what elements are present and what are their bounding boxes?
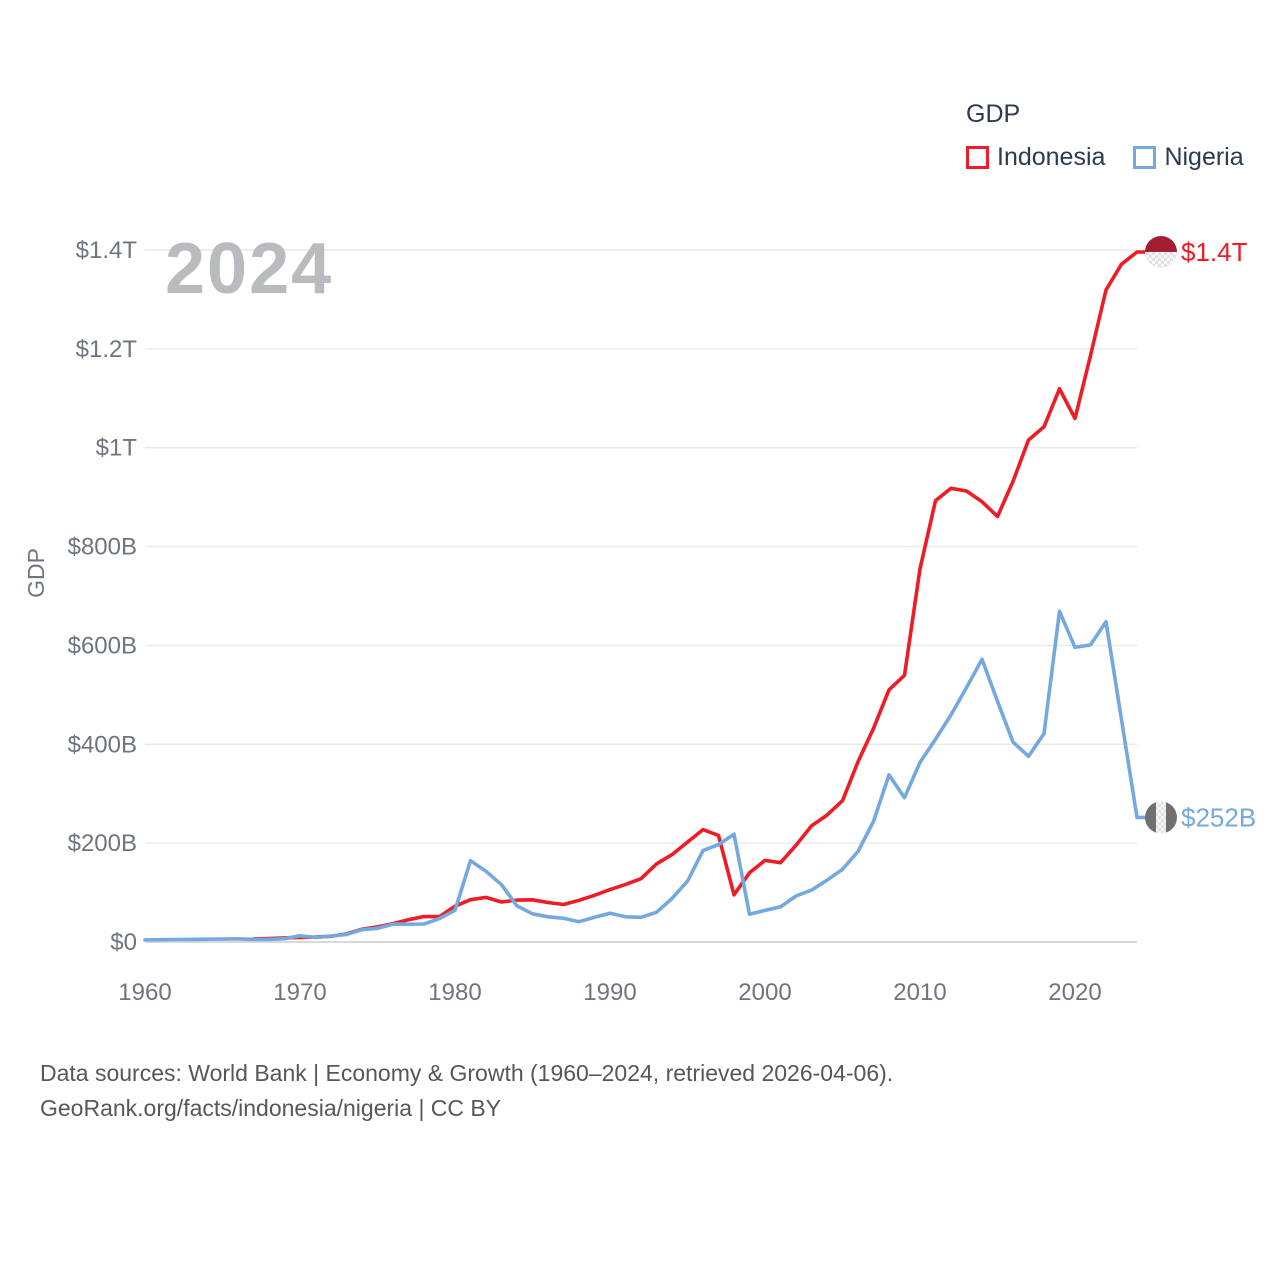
legend-item-indonesia[interactable]: Indonesia xyxy=(966,143,1105,172)
x-tick-label: 2010 xyxy=(893,979,946,1006)
legend-label-indonesia: Indonesia xyxy=(997,143,1106,171)
legend: GDP Indonesia Nigeria xyxy=(966,100,1244,172)
y-tick-label: $400B xyxy=(68,731,137,758)
x-tick-label: 1960 xyxy=(118,979,171,1006)
legend-items: Indonesia Nigeria xyxy=(966,143,1244,172)
indonesia-flag-icon xyxy=(1145,235,1177,268)
legend-title: GDP xyxy=(966,100,1021,128)
end-markers: $1.4T $252B xyxy=(1145,235,1256,834)
y-axis-title: GDP xyxy=(23,548,49,598)
indonesia-swatch-icon[interactable] xyxy=(966,146,989,169)
indonesia-end-label: $1.4T xyxy=(1181,237,1248,267)
x-tick-label: 1980 xyxy=(428,979,481,1006)
series-lines xyxy=(143,250,1153,942)
x-tick-label: 1990 xyxy=(583,979,636,1006)
nigeria-end-label: $252B xyxy=(1181,802,1256,832)
nigeria-swatch-icon[interactable] xyxy=(1133,146,1157,169)
y-tick-label: $0 xyxy=(110,929,137,956)
legend-item-nigeria[interactable]: Nigeria xyxy=(1133,143,1244,172)
footer-sources-line: Data sources: World Bank | Economy & Gro… xyxy=(40,1060,894,1086)
y-tick-label: $200B xyxy=(68,830,137,857)
nigeria-line[interactable] xyxy=(143,609,1153,942)
y-tick-label: $800B xyxy=(68,534,137,561)
x-tick-label: 1970 xyxy=(273,979,326,1006)
gridlines xyxy=(145,249,1137,943)
x-tick-label: 2000 xyxy=(738,979,791,1006)
y-tick-label: $600B xyxy=(68,632,137,659)
footer-attribution-line: GeoRank.org/facts/indonesia/nigeria | CC… xyxy=(40,1095,502,1121)
gdp-line-chart: $0 $200B $400B $600B $800B $1T $1.2T $1.4T 1960 1… xyxy=(23,235,1256,1006)
nigeria-flag-icon xyxy=(1145,801,1177,834)
x-tick-label: 2020 xyxy=(1048,979,1101,1006)
indonesia-line[interactable] xyxy=(251,250,1153,941)
legend-label-nigeria: Nigeria xyxy=(1164,143,1244,171)
axis-labels: $0 $200B $400B $600B $800B $1T $1.2T $1.4T 1960 1… xyxy=(23,237,1102,1006)
y-tick-label: $1T xyxy=(96,435,138,462)
y-tick-label: $1.4T xyxy=(76,237,138,264)
footer: Data sources: World Bank | Economy & Gro… xyxy=(40,1056,893,1126)
y-tick-label: $1.2T xyxy=(76,336,138,363)
